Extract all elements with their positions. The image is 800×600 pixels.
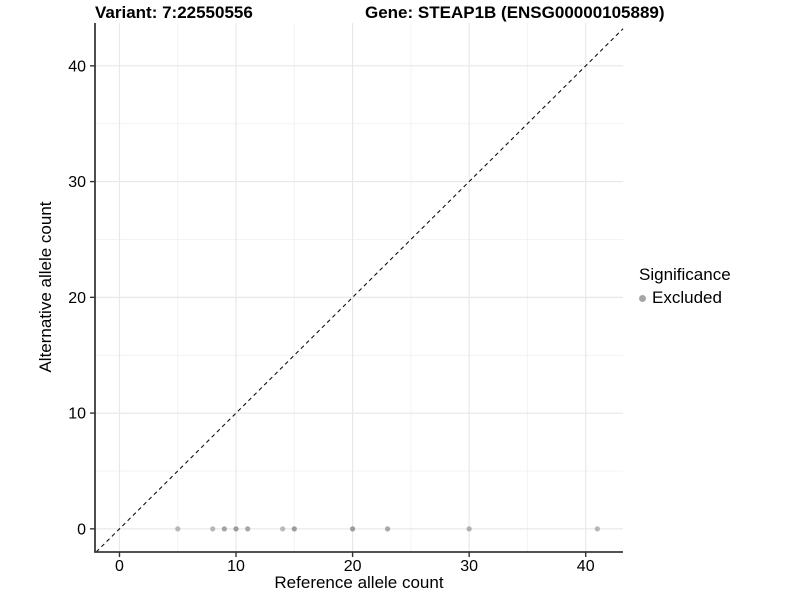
y-tick-label: 10 [68,406,86,423]
legend: Significance Excluded [639,264,731,308]
x-tick-label: 40 [577,558,595,575]
identity-reference-line [95,28,624,553]
x-tick-label: 30 [460,558,478,575]
data-point [210,526,216,532]
variant-title: Variant: 7:22550556 [95,3,253,22]
data-point [594,526,600,532]
data-point [466,526,472,532]
gene-title: Gene: STEAP1B (ENSG00000105889) [365,3,665,22]
y-axis-title: Alternative allele count [36,201,55,373]
data-point [233,526,239,532]
data-point [245,526,251,532]
x-tick-label: 20 [344,558,362,575]
y-tick-label: 40 [68,58,86,75]
legend-item-excluded: Excluded [639,288,731,308]
data-point [221,526,227,532]
data-point [175,526,181,532]
excluded-point-icon [639,294,646,302]
y-tick-label: 0 [77,521,86,538]
legend-item-label: Excluded [652,288,722,307]
x-axis-title: Reference allele count [274,573,444,592]
x-tick-label: 10 [227,558,245,575]
data-point [384,526,391,532]
data-point [349,526,356,532]
data-point [280,526,286,532]
legend-title: Significance [639,265,731,284]
x-tick-label: 0 [115,558,124,575]
y-tick-label: 20 [68,290,86,307]
data-point [291,526,297,532]
y-tick-label: 30 [68,174,86,191]
